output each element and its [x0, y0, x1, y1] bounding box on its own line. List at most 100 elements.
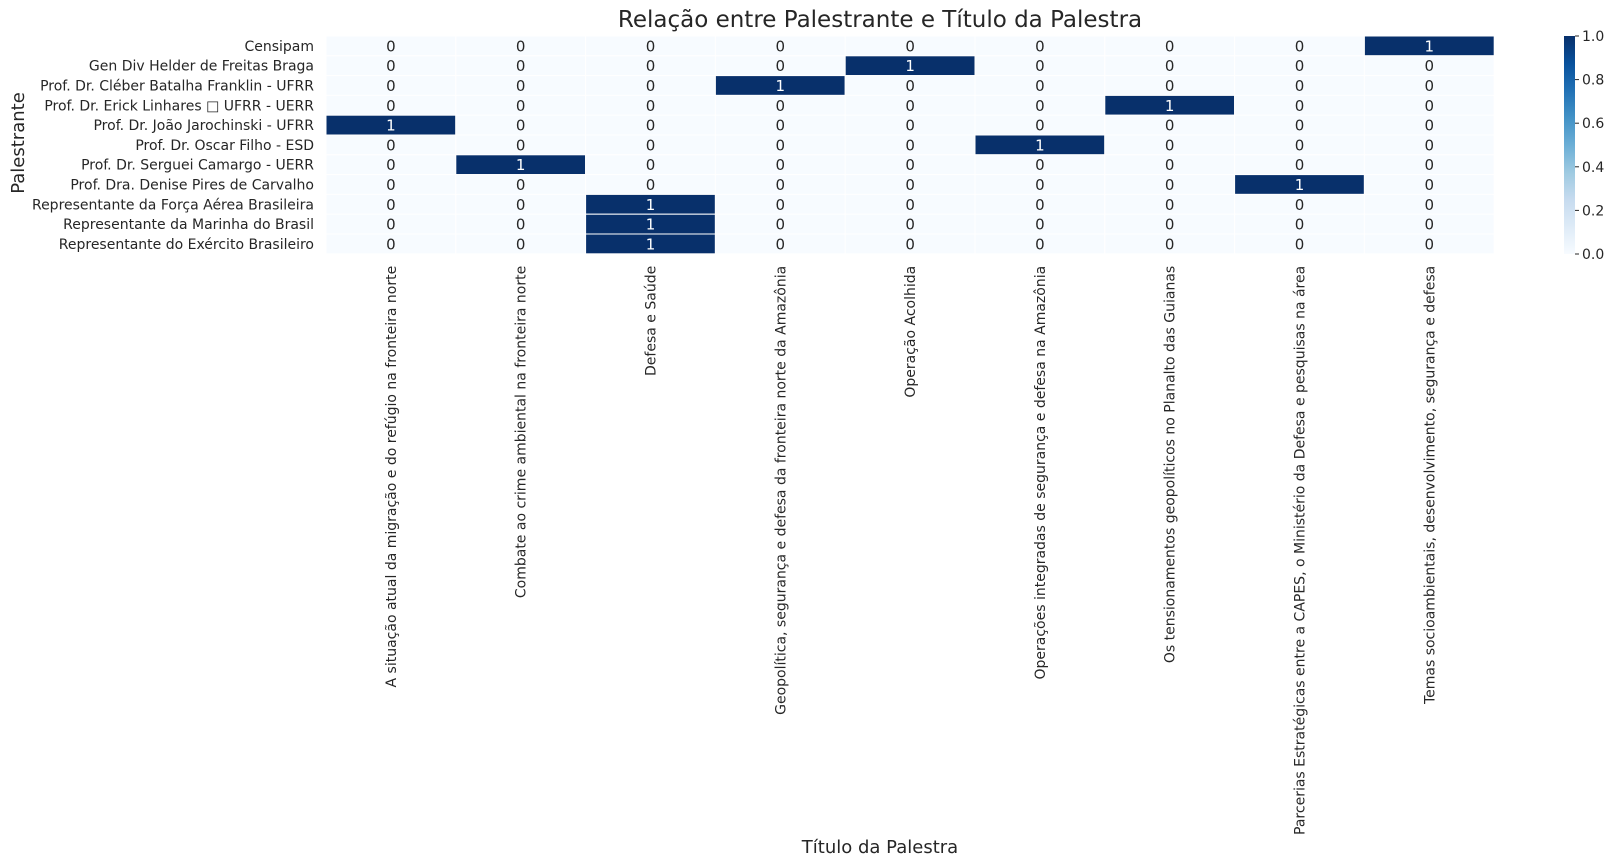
- cell-value-label: 0: [516, 97, 526, 115]
- cell-value-label: 0: [386, 136, 396, 154]
- y-tick-labels: Censipam Gen Div Helder de Freitas Braga P…: [32, 39, 314, 253]
- x-tick-label: Temas socioambientais, desenvolvimento, …: [1422, 266, 1438, 705]
- cell-value-label: 0: [1425, 216, 1435, 234]
- cell-value-label: 0: [776, 117, 786, 135]
- cell-value-label: 0: [386, 97, 396, 115]
- cell-value-label: 0: [776, 37, 786, 55]
- colorbar-tick-label: 0.6: [1582, 116, 1604, 132]
- y-tick-label: Prof. Dr. Serguei Camargo - UERR: [81, 158, 314, 174]
- cell-value-label: 0: [1295, 196, 1305, 214]
- x-tick-label: Combate ao crime ambiental na fronteira …: [514, 266, 530, 598]
- cell-value-label: 0: [1035, 97, 1045, 115]
- cell-value-label: 0: [1295, 117, 1305, 135]
- cell-value-label: 0: [1035, 176, 1045, 194]
- cell-value-label: 0: [905, 235, 915, 253]
- cell-value-label: 0: [386, 156, 396, 174]
- y-tick-label: Gen Div Helder de Freitas Braga: [89, 59, 314, 75]
- cell-value-label: 0: [1165, 57, 1175, 75]
- cell-value-label: 0: [1035, 37, 1045, 55]
- cell-value-label: 0: [776, 136, 786, 154]
- cell-value-label: 0: [516, 77, 526, 95]
- cell-value-label: 0: [905, 156, 915, 174]
- x-tick-label: Defesa e Saúde: [644, 266, 660, 376]
- colorbar-ticks: 0.0 0.2 0.4 0.6 0.8 1.0: [1575, 29, 1604, 263]
- cell-value-label: 0: [1165, 117, 1175, 135]
- x-tick-label: Operações integradas de segurança e defe…: [1033, 266, 1049, 680]
- x-tick-label: A situação atual da migração e do refúgi…: [384, 266, 400, 688]
- cell-value-label: 0: [905, 216, 915, 234]
- colorbar: [1564, 36, 1575, 254]
- cell-value-label: 0: [776, 235, 786, 253]
- cell-value-label: 0: [1165, 216, 1175, 234]
- colorbar-tick-label: 1.0: [1582, 29, 1604, 45]
- x-tick-label: Geopolítica, segurança e defesa da front…: [773, 266, 789, 715]
- cell-value-label: 0: [1165, 235, 1175, 253]
- cell-value-label: 0: [1295, 216, 1305, 234]
- colorbar-tick-label: 0.8: [1582, 73, 1604, 89]
- cell-value-label: 0: [776, 97, 786, 115]
- y-tick-label: Representante da Força Aérea Brasileira: [32, 197, 314, 213]
- cell-value-label: 0: [516, 216, 526, 234]
- chart-title: Relação entre Palestrante e Título da Pa…: [618, 7, 1142, 33]
- cell-value-label: 0: [646, 117, 656, 135]
- x-tick-label: Os tensionamentos geopolíticos no Planal…: [1163, 266, 1179, 663]
- cell-value-label: 0: [1295, 235, 1305, 253]
- cell-value-label: 0: [1035, 77, 1045, 95]
- cell-value-label: 0: [905, 136, 915, 154]
- cell-value-label: 0: [646, 176, 656, 194]
- cell-value-label: 0: [1425, 156, 1435, 174]
- cell-value-label: 0: [386, 235, 396, 253]
- cell-value-label: 0: [386, 196, 396, 214]
- cell-value-label: 0: [1035, 57, 1045, 75]
- cell-value-label: 0: [1425, 235, 1435, 253]
- cell-value-label: 0: [386, 176, 396, 194]
- cell-value-label: 0: [646, 37, 656, 55]
- cell-value-label: 0: [1425, 196, 1435, 214]
- cell-value-label: 1: [776, 77, 786, 95]
- cell-value-label: 0: [1425, 97, 1435, 115]
- y-tick-label: Representante da Marinha do Brasil: [63, 217, 314, 233]
- cell-value-label: 0: [516, 57, 526, 75]
- cell-value-label: 0: [516, 117, 526, 135]
- cell-value-label: 0: [905, 77, 915, 95]
- cell-value-label: 0: [1425, 176, 1435, 194]
- cell-value-label: 0: [776, 216, 786, 234]
- cell-value-label: 0: [1035, 216, 1045, 234]
- cell-value-label: 0: [1165, 176, 1175, 194]
- cell-value-label: 0: [516, 37, 526, 55]
- colorbar-tick-label: 0.4: [1582, 160, 1604, 176]
- colorbar-tick-label: 0.0: [1582, 247, 1604, 263]
- y-tick-label: Prof. Dra. Denise Pires de Carvalho: [70, 178, 314, 194]
- cell-value-label: 0: [905, 176, 915, 194]
- cell-value-label: 0: [1165, 37, 1175, 55]
- x-tick-label: Operação Acolhida: [903, 266, 919, 398]
- cell-value-label: 1: [1425, 37, 1435, 55]
- cell-value-label: 0: [516, 176, 526, 194]
- colorbar-tick-label: 0.2: [1582, 203, 1604, 219]
- cell-value-label: 0: [905, 117, 915, 135]
- x-tick-labels: A situação atual da migração e do refúgi…: [384, 266, 1438, 835]
- cell-value-label: 0: [646, 156, 656, 174]
- cell-value-label: 0: [1425, 117, 1435, 135]
- cell-value-label: 0: [905, 196, 915, 214]
- cell-value-label: 0: [646, 136, 656, 154]
- cell-value-label: 1: [1165, 97, 1175, 115]
- cell-value-label: 0: [1295, 97, 1305, 115]
- cell-value-label: 0: [1295, 77, 1305, 95]
- cell-value-label: 0: [386, 57, 396, 75]
- cell-value-label: 0: [905, 97, 915, 115]
- cell-value-label: 1: [386, 117, 396, 135]
- cell-value-label: 0: [776, 176, 786, 194]
- y-tick-label: Prof. Dr. Erick Linhares □ UFRR - UERR: [44, 98, 314, 114]
- y-tick-label: Prof. Dr. Cléber Batalha Franklin - UFRR: [40, 79, 314, 95]
- y-tick-label: Representante do Exército Brasileiro: [59, 237, 314, 253]
- cell-value-label: 0: [1165, 136, 1175, 154]
- cell-value-label: 1: [646, 196, 656, 214]
- cell-value-label: 0: [1425, 77, 1435, 95]
- cell-value-label: 0: [1295, 136, 1305, 154]
- x-axis-label: Título da Palestra: [801, 837, 958, 858]
- x-tick-label: Parcerias Estratégicas entre a CAPES, o …: [1293, 266, 1309, 835]
- cell-value-label: 1: [1035, 136, 1045, 154]
- cell-value-label: 0: [776, 196, 786, 214]
